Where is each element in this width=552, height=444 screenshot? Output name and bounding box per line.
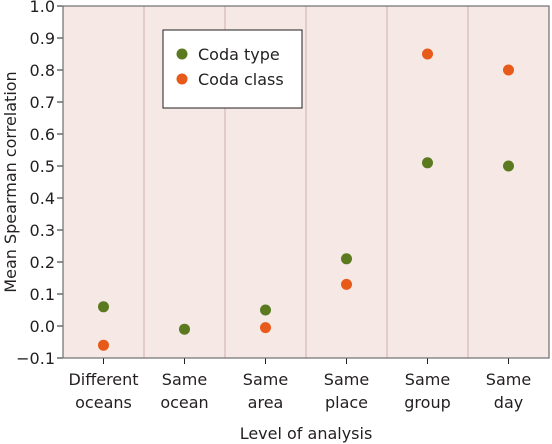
point-coda-type (341, 253, 352, 265)
y-tick-label: 0.6 (30, 125, 55, 144)
point-coda-type (98, 301, 109, 313)
plot-frame (62, 5, 550, 359)
x-axis: Different oceans Same ocean Same area Same plac… (68, 358, 531, 412)
y-tick-label: 0.4 (30, 189, 55, 208)
legend-box (162, 29, 303, 109)
y-tick-label: 0.0 (30, 317, 55, 336)
point-coda-class (422, 48, 433, 60)
x-tick-label: Same (162, 370, 207, 389)
legend-label: Coda class (198, 70, 284, 89)
y-tick-label: 0.7 (30, 93, 55, 112)
point-coda-class (503, 64, 514, 76)
x-axis-title: Level of analysis (240, 424, 373, 443)
x-tick-label: Same (405, 370, 450, 389)
x-tick-label: Different (68, 370, 138, 389)
y-tick-label: 1.0 (30, 0, 55, 16)
point-coda-class (98, 339, 109, 351)
x-tick-label: day (494, 393, 523, 412)
x-tick-label: place (325, 393, 368, 412)
x-tick-label: group (404, 393, 450, 412)
x-tick-label: oceans (75, 393, 132, 412)
point-coda-class (341, 278, 352, 290)
y-tick-label: 0.9 (30, 29, 55, 48)
point-coda-type (179, 323, 190, 335)
x-tick-label: area (248, 393, 284, 412)
point-coda-type (422, 157, 433, 169)
legend-label: Coda type (198, 45, 280, 64)
y-axis-title: Mean Spearman correlation (1, 71, 20, 292)
legend-marker (176, 48, 188, 60)
point-coda-class (260, 322, 271, 334)
x-tick-label: ocean (160, 393, 208, 412)
y-tick-label: 0.8 (30, 61, 55, 80)
legend-marker (176, 73, 188, 85)
x-tick-label: Same (243, 370, 288, 389)
y-tick-label: −0.1 (16, 349, 55, 368)
x-tick-label: Same (324, 370, 369, 389)
y-tick-label: 0.3 (30, 221, 55, 240)
point-coda-type (503, 160, 514, 172)
legend: Coda type Coda class (162, 29, 303, 109)
y-axis: −0.1 0.0 0.1 0.2 0.3 0.4 0.5 0.6 0.7 0.8 0.9 1.0 (16, 0, 63, 368)
point-coda-type (260, 304, 271, 316)
y-tick-label: 0.1 (30, 285, 55, 304)
y-tick-label: 0.2 (30, 253, 55, 272)
data-points (98, 48, 514, 351)
y-tick-label: 0.5 (30, 157, 55, 176)
x-tick-label: Same (486, 370, 531, 389)
